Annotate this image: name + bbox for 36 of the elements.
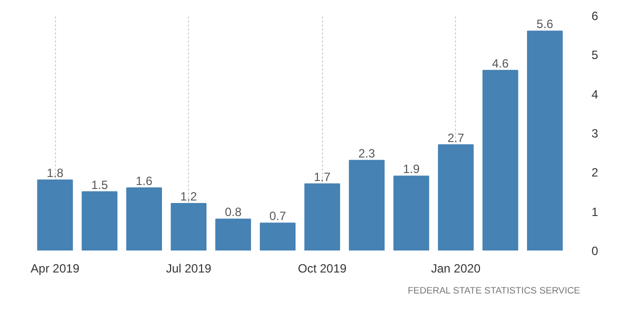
data-label: 1.7	[314, 170, 331, 184]
bar	[348, 160, 385, 250]
y-tick-label: 5	[592, 48, 598, 62]
x-tick-label: Apr 2019	[30, 262, 80, 276]
bar	[260, 222, 296, 250]
x-tick-label: Oct 2019	[298, 262, 347, 276]
bar	[438, 144, 474, 250]
data-label: 1.2	[180, 190, 198, 204]
x-tick-label: Jul 2019	[166, 262, 212, 276]
y-tick-label: 0	[592, 244, 598, 258]
y-tick-label: 6	[592, 9, 598, 23]
data-label: 1.5	[91, 178, 108, 192]
data-label: 2.3	[358, 146, 376, 160]
bar	[82, 191, 118, 250]
bar	[527, 30, 563, 250]
y-tick-label: 3	[592, 126, 598, 140]
bar	[170, 203, 206, 250]
y-tick-label: 4	[592, 87, 598, 102]
data-label: 0.7	[269, 209, 286, 224]
data-label: 1.9	[402, 162, 420, 176]
data-label: 0.8	[224, 205, 242, 220]
bar	[482, 70, 518, 250]
text: FEDERAL STATE STATISTICS SERVICE	[408, 286, 580, 296]
bar	[215, 218, 252, 250]
data-label: 2.7	[447, 130, 464, 145]
data-label: 1.6	[136, 174, 153, 188]
bar	[393, 176, 430, 250]
y-tick-label: 1	[592, 204, 598, 219]
bar	[37, 180, 73, 250]
data-label: 4.6	[492, 56, 510, 70]
x-tick-label: Jan 2020	[431, 262, 481, 276]
data-label: 1.8	[46, 166, 64, 180]
bar	[304, 183, 340, 250]
data-label: 5.6	[536, 17, 554, 32]
bar	[126, 187, 162, 250]
y-tick-label: 2	[592, 166, 598, 180]
